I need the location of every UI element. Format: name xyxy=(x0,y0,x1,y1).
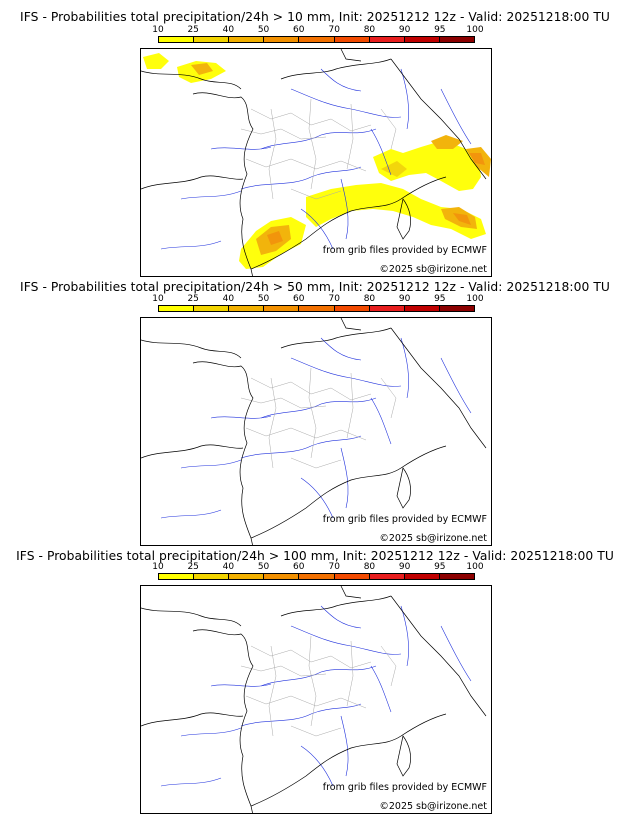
colorbar-label: 80 xyxy=(363,294,376,304)
colorbar-label: 60 xyxy=(293,562,305,572)
colorbar-swatch xyxy=(334,574,370,579)
coastlines xyxy=(141,586,487,813)
copyright-credit: ©2025 sb@irizone.net xyxy=(379,801,487,812)
probability-colorbar xyxy=(158,305,475,312)
colorbar-label: 25 xyxy=(187,562,199,572)
colorbar-label: 90 xyxy=(398,294,411,304)
probability-map: from grib files provided by ECMWF ©2025 … xyxy=(140,317,492,546)
map-title: IFS - Probabilities total precipitation/… xyxy=(20,10,610,24)
colorbar-label: 90 xyxy=(398,25,411,35)
colorbar-label: 95 xyxy=(434,562,446,572)
colorbar-label: 70 xyxy=(328,25,340,35)
map-title: IFS - Probabilities total precipitation/… xyxy=(16,549,614,563)
colorbar-swatch xyxy=(159,306,195,311)
colorbar-label: 100 xyxy=(466,294,484,304)
colorbar-swatch xyxy=(369,306,405,311)
colorbar-swatch xyxy=(229,306,265,311)
colorbar-label: 40 xyxy=(222,562,235,572)
colorbar-swatch xyxy=(369,574,405,579)
colorbar-labels: 10 25 40 50 60 70 80 90 95 100 xyxy=(152,25,483,35)
colorbar-swatch xyxy=(334,37,370,42)
colorbar-label: 95 xyxy=(434,25,446,35)
colorbar-label: 95 xyxy=(434,294,446,304)
colorbar-swatch xyxy=(264,306,300,311)
rivers xyxy=(160,605,472,787)
colorbar-label: 10 xyxy=(152,25,164,35)
colorbar-swatch xyxy=(264,37,300,42)
copyright-credit: ©2025 sb@irizone.net xyxy=(379,264,487,275)
colorbar-swatch xyxy=(369,37,405,42)
source-credit: from grib files provided by ECMWF xyxy=(322,514,487,525)
coastlines xyxy=(141,318,487,545)
probability-map: from grib files provided by ECMWF ©2025 … xyxy=(140,585,492,814)
colorbar-label: 80 xyxy=(363,25,376,35)
map-title: IFS - Probabilities total precipitation/… xyxy=(20,280,610,294)
colorbar-label: 100 xyxy=(466,562,484,572)
colorbar-swatch xyxy=(194,37,230,42)
colorbar-swatch xyxy=(334,306,370,311)
admin-boundaries xyxy=(240,367,397,469)
colorbar-label: 60 xyxy=(293,294,305,304)
colorbar-label: 25 xyxy=(187,294,199,304)
source-credit: from grib files provided by ECMWF xyxy=(322,245,487,256)
source-credit: from grib files provided by ECMWF xyxy=(322,782,487,793)
probability-colorbar xyxy=(158,36,475,43)
rivers xyxy=(160,68,472,250)
colorbar-label: 10 xyxy=(152,294,164,304)
map-canvas xyxy=(141,318,487,545)
colorbar-swatch xyxy=(194,574,230,579)
colorbar-label: 70 xyxy=(328,562,340,572)
colorbar-label: 40 xyxy=(222,25,235,35)
colorbar-swatch xyxy=(439,306,474,311)
rivers xyxy=(160,337,472,519)
colorbar-swatch xyxy=(229,37,265,42)
colorbar-swatch xyxy=(299,37,335,42)
colorbar-swatch xyxy=(229,574,265,579)
colorbar-label: 70 xyxy=(328,294,340,304)
colorbar-swatch xyxy=(439,37,474,42)
copyright-credit: ©2025 sb@irizone.net xyxy=(379,533,487,544)
colorbar-label: 25 xyxy=(187,25,199,35)
map-canvas xyxy=(141,586,487,813)
colorbar-swatch xyxy=(264,574,300,579)
map-canvas xyxy=(141,49,491,276)
colorbar-label: 100 xyxy=(466,25,484,35)
colorbar-label: 80 xyxy=(363,562,376,572)
probability-colorbar xyxy=(158,573,475,580)
colorbar-swatch xyxy=(299,574,335,579)
admin-boundaries xyxy=(240,635,397,737)
colorbar-label: 90 xyxy=(398,562,411,572)
colorbar-swatch xyxy=(439,574,474,579)
colorbar-label: 50 xyxy=(257,562,270,572)
colorbar-swatch xyxy=(299,306,335,311)
colorbar-swatch xyxy=(404,306,440,311)
colorbar-swatch xyxy=(159,37,195,42)
precip-shading xyxy=(143,53,491,269)
colorbar-label: 50 xyxy=(257,294,270,304)
colorbar-swatch xyxy=(159,574,195,579)
colorbar-label: 50 xyxy=(257,25,270,35)
colorbar-labels: 10 25 40 50 60 70 80 90 95 100 xyxy=(152,562,483,572)
admin-boundaries xyxy=(240,98,397,200)
coastlines xyxy=(141,49,487,276)
colorbar-swatch xyxy=(404,574,440,579)
colorbar-swatch xyxy=(404,37,440,42)
colorbar-swatch xyxy=(194,306,230,311)
colorbar-label: 60 xyxy=(293,25,305,35)
probability-map: from grib files provided by ECMWF ©2025 … xyxy=(140,48,492,277)
colorbar-label: 10 xyxy=(152,562,164,572)
colorbar-label: 40 xyxy=(222,294,235,304)
colorbar-labels: 10 25 40 50 60 70 80 90 95 100 xyxy=(152,294,483,304)
